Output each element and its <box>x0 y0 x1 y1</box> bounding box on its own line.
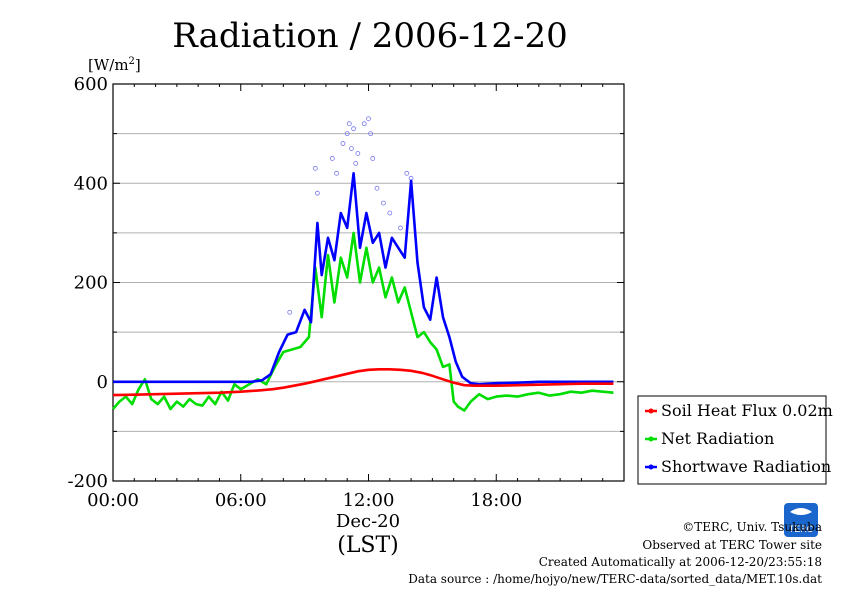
outlier-point <box>344 131 350 137</box>
outlier-point <box>368 131 374 137</box>
x-date-label: Dec-20 <box>336 511 400 532</box>
footer-source: Data source : /home/hojyo/new/TERC-data/… <box>408 572 822 586</box>
y-tick-label: 400 <box>74 173 108 194</box>
footer-copyright: ©TERC, Univ. Tsukuba <box>682 520 822 534</box>
outlier-point <box>361 121 367 127</box>
grid-lines <box>113 133 624 432</box>
terc-logo-wave-icon <box>790 508 812 515</box>
outlier-point <box>346 121 352 127</box>
outlier-point <box>404 170 410 176</box>
legend-marker <box>648 464 654 470</box>
outlier-point <box>334 170 339 176</box>
terc-logo-text: TERC <box>789 524 814 534</box>
x-tick-label: 06:00 <box>215 490 267 511</box>
series-line-net-radiation <box>112 231 614 412</box>
outlier-point <box>314 190 320 196</box>
chart-title: Radiation / 2006-12-20 <box>172 16 568 56</box>
outlier-point <box>340 141 346 146</box>
footer-observed: Observed at TERC Tower site <box>642 538 822 552</box>
y-axis-unit: [W/m2] <box>88 56 141 74</box>
footer-created: Created Automatically at 2006-12-20/23:5… <box>539 555 822 569</box>
y-tick-label: 200 <box>74 273 108 294</box>
outlier-point <box>287 309 293 315</box>
outlier-point <box>355 151 361 156</box>
y-tick-label: -200 <box>68 471 108 492</box>
outlier-point <box>351 126 356 132</box>
shortwave-outlier-points <box>287 116 414 315</box>
y-tick-label: 600 <box>74 74 108 95</box>
x-axis: 00:00 06:00 12:00 18:00 <box>87 84 625 511</box>
outlier-point <box>366 116 371 122</box>
x-axis-label: (LST) <box>337 533 399 558</box>
legend-label: Net Radiation <box>661 429 774 448</box>
outlier-point <box>370 156 376 161</box>
outlier-point <box>329 156 335 161</box>
outlier-point <box>353 160 359 166</box>
legend: Soil Heat Flux 0.02m Net Radiation Shortwa… <box>637 395 833 485</box>
legend-box <box>637 395 827 485</box>
outlier-point <box>349 146 354 151</box>
legend-label: Soil Heat Flux 0.02m <box>661 401 833 420</box>
outlier-point <box>387 210 393 216</box>
x-tick-label: 12:00 <box>343 490 395 511</box>
outlier-point <box>374 185 380 191</box>
terc-logo: TERC <box>784 503 818 537</box>
legend-label: Shortwave Radiation <box>661 457 831 476</box>
y-tick-label: 0 <box>97 372 108 393</box>
series-line-soil-heat-flux-0-02m <box>112 367 614 397</box>
legend-marker <box>648 436 654 442</box>
x-tick-label: 18:00 <box>470 490 522 511</box>
series-line-shortwave-radiation <box>113 172 614 386</box>
outlier-point <box>312 165 318 171</box>
x-tick-label: 00:00 <box>87 490 139 511</box>
series-lines <box>112 172 614 412</box>
outlier-point <box>381 200 386 206</box>
outlier-point <box>398 225 403 231</box>
legend-marker <box>648 408 654 414</box>
